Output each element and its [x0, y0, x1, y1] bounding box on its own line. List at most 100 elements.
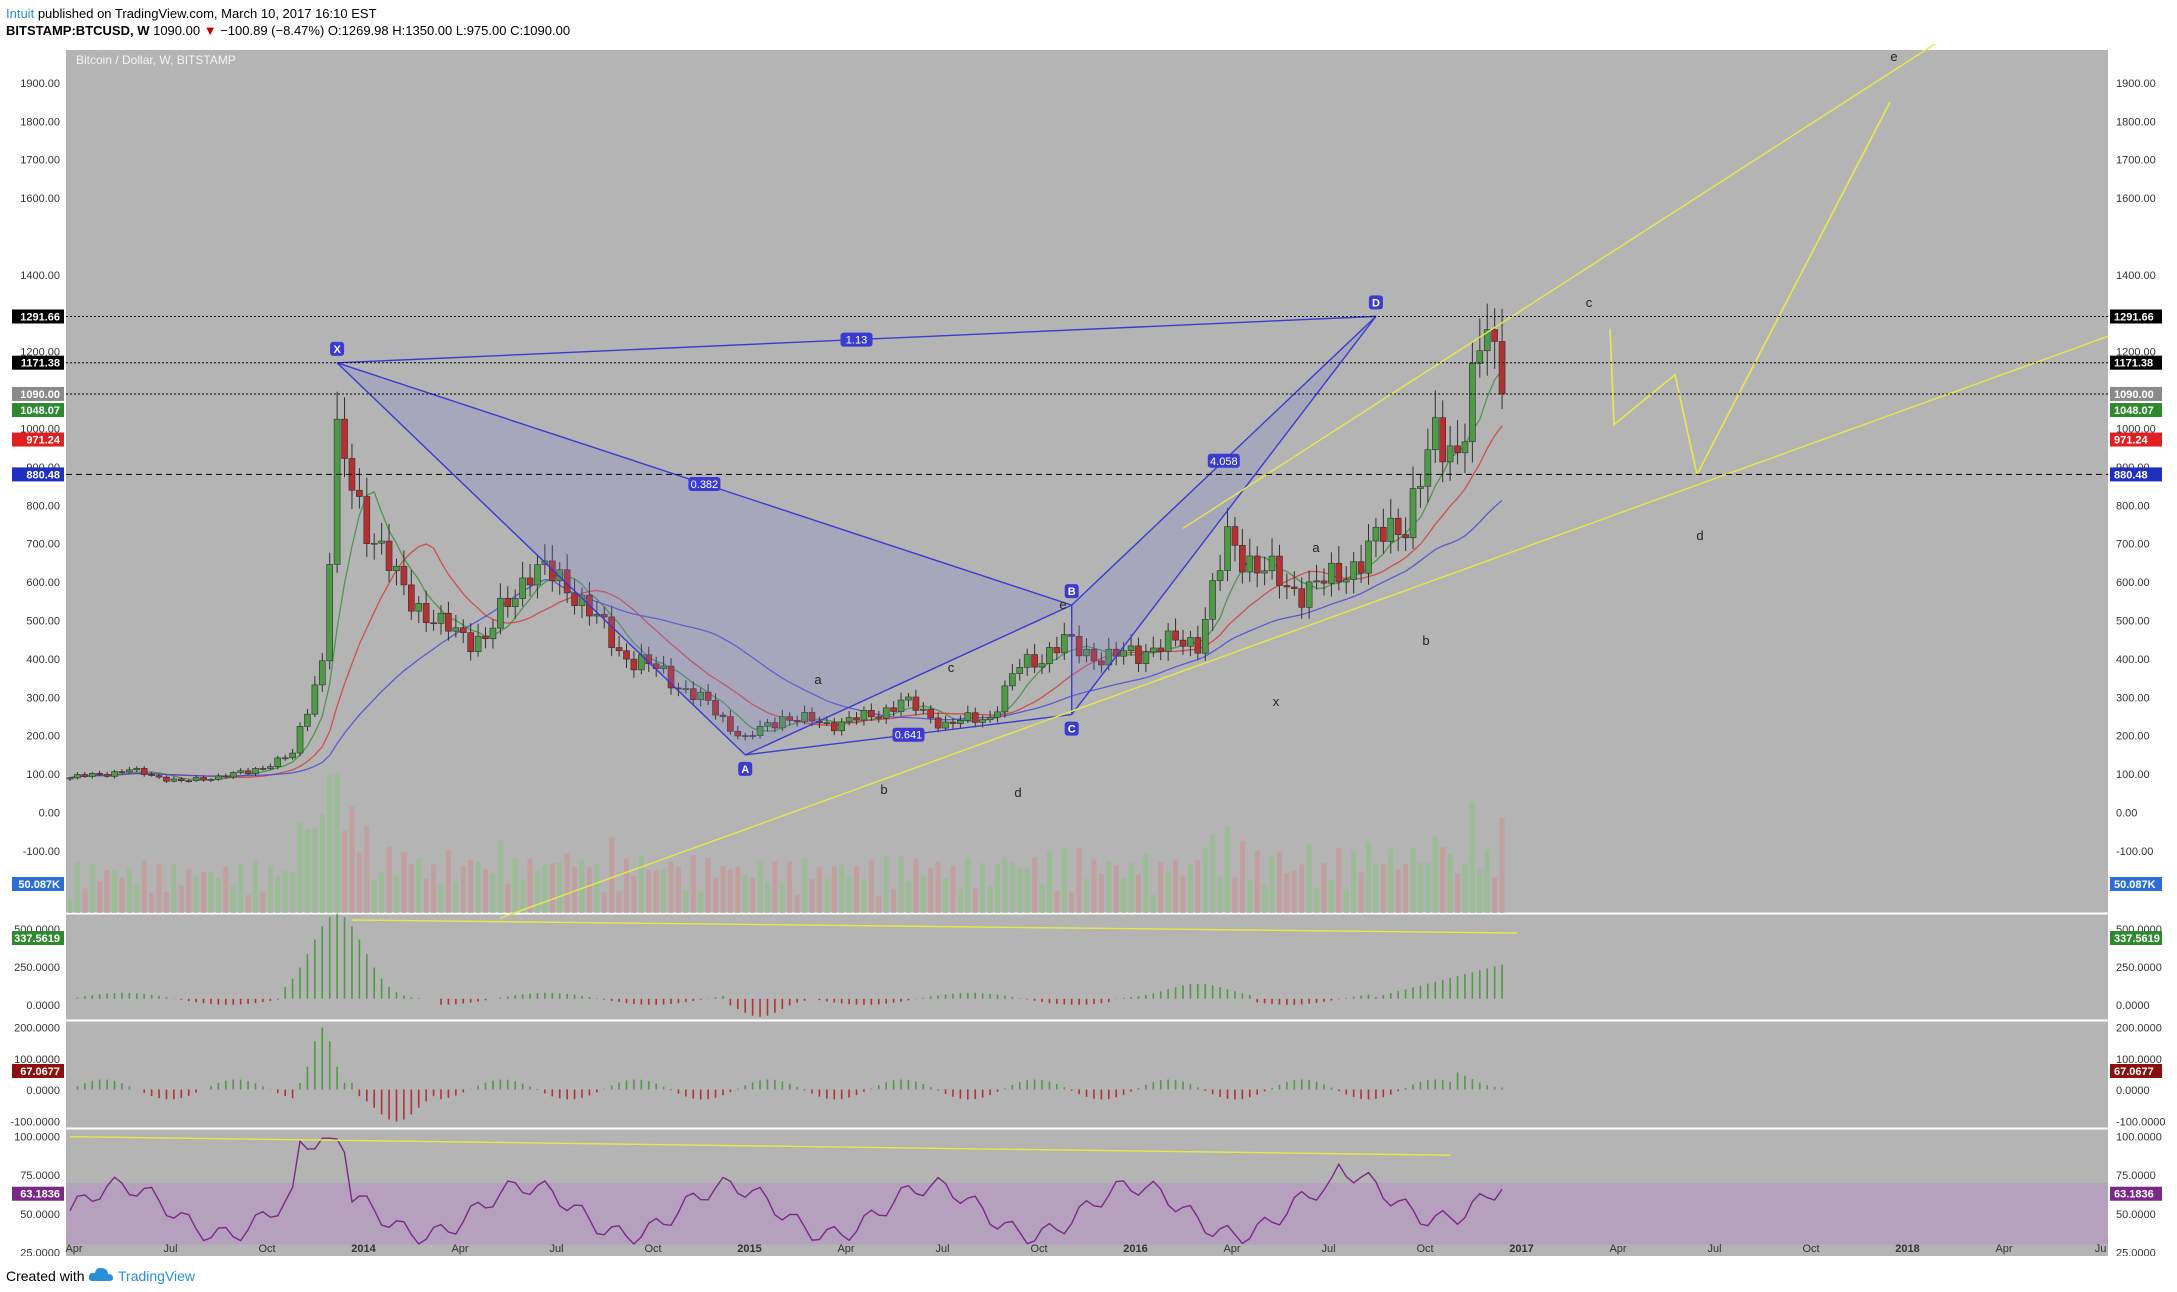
wave-label: b [1422, 633, 1429, 648]
volume-bar [82, 888, 88, 913]
volume-bar [794, 894, 800, 913]
candle-body [1009, 673, 1016, 687]
pattern-leg [336, 362, 746, 756]
candle-body [1365, 540, 1372, 574]
symbol-label: BITSTAMP:BTCUSD, W [6, 23, 150, 38]
tradingview-link[interactable]: TradingView [118, 1268, 196, 1284]
time-tick: Apr [837, 1243, 854, 1255]
wave-label: d [1696, 528, 1703, 543]
candle-body [378, 540, 385, 544]
volume-bar [713, 877, 719, 913]
candle-body [1224, 526, 1231, 571]
volume-bar [1239, 840, 1245, 913]
candle-body [1357, 561, 1365, 574]
volume-bar [126, 867, 132, 913]
price-tick-left: 1400.00 [20, 270, 60, 282]
ma-tag-right: 1048.07 [2114, 405, 2154, 417]
rsi-tag-right: 63.1836 [2114, 1189, 2154, 1201]
candle-body [1476, 350, 1484, 364]
volume-bar [215, 877, 221, 913]
pattern-xab-fill [337, 362, 1072, 755]
author-link[interactable]: Intuit [6, 6, 35, 21]
candle-body [1328, 562, 1335, 584]
price-tick-left: 1600.00 [20, 193, 60, 205]
candle-body [1209, 580, 1216, 620]
candle-body [689, 688, 697, 700]
rsi-tag-left-bg [12, 1186, 64, 1201]
candle-body [786, 716, 794, 721]
volume-bar [638, 855, 644, 913]
volume-bar [1432, 836, 1438, 913]
volume-bar [431, 864, 437, 913]
candle-body [370, 542, 378, 545]
price-tick-right: 400.00 [2116, 654, 2150, 666]
volume-bar [1128, 862, 1134, 913]
ma-tag-right-bg [2110, 432, 2162, 447]
ratio-label: 4.058 [1210, 456, 1238, 468]
candle-body [571, 592, 578, 606]
candle-body [1172, 630, 1179, 641]
volume-bar [1217, 876, 1223, 913]
candle-body [890, 707, 897, 712]
candle-body [630, 658, 638, 671]
candle-body [244, 770, 252, 774]
volume-bar [134, 884, 140, 913]
candle-body [1031, 654, 1038, 668]
price-tick-left: 1800.00 [20, 116, 60, 128]
candle-body [1394, 517, 1402, 535]
volume-bar [260, 891, 266, 913]
candle-body [400, 565, 408, 586]
created-with-text: Created with [6, 1268, 85, 1284]
level-tag-right-bg [2110, 467, 2162, 482]
price-tick-left: 500.00 [26, 616, 60, 628]
price-tick-right: 200.00 [2116, 731, 2150, 743]
pattern-point-label: A [741, 764, 749, 776]
candle-body [1320, 580, 1328, 584]
volume-bar [364, 825, 370, 913]
candle-body [1164, 630, 1172, 652]
candle-body [964, 712, 972, 721]
chart-header: Intuit published on TradingView.com, Mar… [0, 0, 2177, 44]
volume-bar [245, 895, 251, 913]
wave-label: c [948, 660, 955, 675]
candle-body [793, 720, 801, 722]
momentum-tick-right: -100.0000 [2116, 1117, 2166, 1129]
volume-bar [334, 773, 340, 913]
volume-bar [972, 888, 978, 913]
volume-bar [690, 855, 696, 913]
volume-bar [995, 863, 1000, 913]
btc-weekly-chart[interactable]: X A B C D 1.13 0.382 0.641 4.058 a b c d e x a b c d e Bitc… [0, 44, 2177, 1256]
rsi-tick-left: 100.0000 [14, 1132, 60, 1144]
pattern-point-label: D [1372, 297, 1380, 309]
candle-body [1469, 363, 1476, 443]
momentum-pane [66, 1021, 2108, 1128]
candle-body [1150, 647, 1157, 653]
volume-bar [1032, 857, 1038, 913]
volume-bar [408, 863, 414, 913]
candle-body [170, 778, 178, 782]
candle-body [697, 691, 705, 700]
candle-body [1424, 449, 1432, 487]
candle-body [623, 650, 630, 660]
candle-body [1253, 555, 1261, 574]
volume-bar [683, 889, 689, 913]
candle-body [1038, 663, 1046, 668]
level-tag-left-bg [12, 386, 64, 401]
candle-body [1342, 579, 1350, 583]
volume-bar [750, 877, 756, 913]
ratio-badge [840, 332, 873, 347]
price-tick-left: 1700.00 [20, 155, 60, 167]
price-tick-left: 200.00 [26, 731, 60, 743]
level-tag-right-bg [2110, 355, 2162, 370]
price-change: −100.89 (−8.47%) [220, 23, 325, 38]
pattern-leg [1071, 315, 1377, 716]
candle-body [229, 772, 237, 778]
moving-average-line [69, 499, 1503, 779]
volume-tag-left-bg [12, 877, 64, 891]
volume-bar [831, 866, 837, 913]
volume-tag-left: 50.087K [18, 879, 60, 891]
volume-bar [1084, 879, 1090, 913]
candle-body [408, 584, 415, 612]
macd-tick-left: 0.0000 [26, 1000, 60, 1012]
volume-bar [253, 860, 258, 913]
